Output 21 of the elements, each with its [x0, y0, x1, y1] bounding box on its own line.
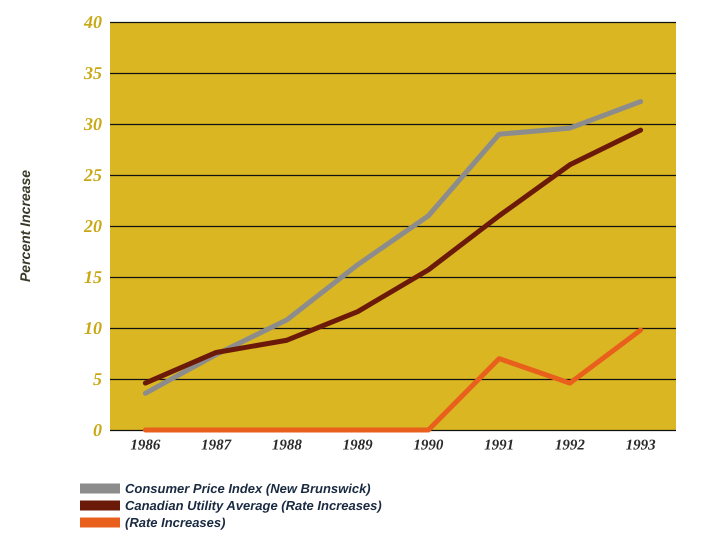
x-tick-label: 1992: [554, 438, 586, 454]
legend-label: (Rate Increases): [125, 515, 226, 530]
x-tick-label: 1989: [342, 438, 374, 454]
x-tick-label: 1993: [626, 438, 656, 454]
y-tick-label: 35: [83, 63, 102, 83]
x-tick-label: 1988: [272, 438, 302, 454]
y-tick-label: 5: [93, 369, 102, 389]
y-tick-label: 25: [83, 165, 102, 185]
legend-label: Consumer Price Index (New Brunswick): [125, 481, 371, 496]
y-tick-label: 20: [83, 216, 102, 236]
y-axis-title: Percent Increase: [17, 170, 33, 282]
y-tick-label: 10: [84, 318, 102, 338]
y-tick-label: 0: [93, 420, 102, 440]
y-tick-label: 30: [83, 114, 102, 134]
y-tick-label: 15: [84, 267, 102, 287]
x-tick-label: 1986: [130, 438, 161, 454]
x-tick-label: 1990: [413, 438, 444, 454]
x-tick-label: 1987: [201, 438, 232, 454]
y-tick-label: 40: [83, 12, 102, 32]
x-tick-label: 1991: [484, 438, 514, 454]
legend-label: Canadian Utility Average (Rate Increases): [125, 498, 382, 513]
